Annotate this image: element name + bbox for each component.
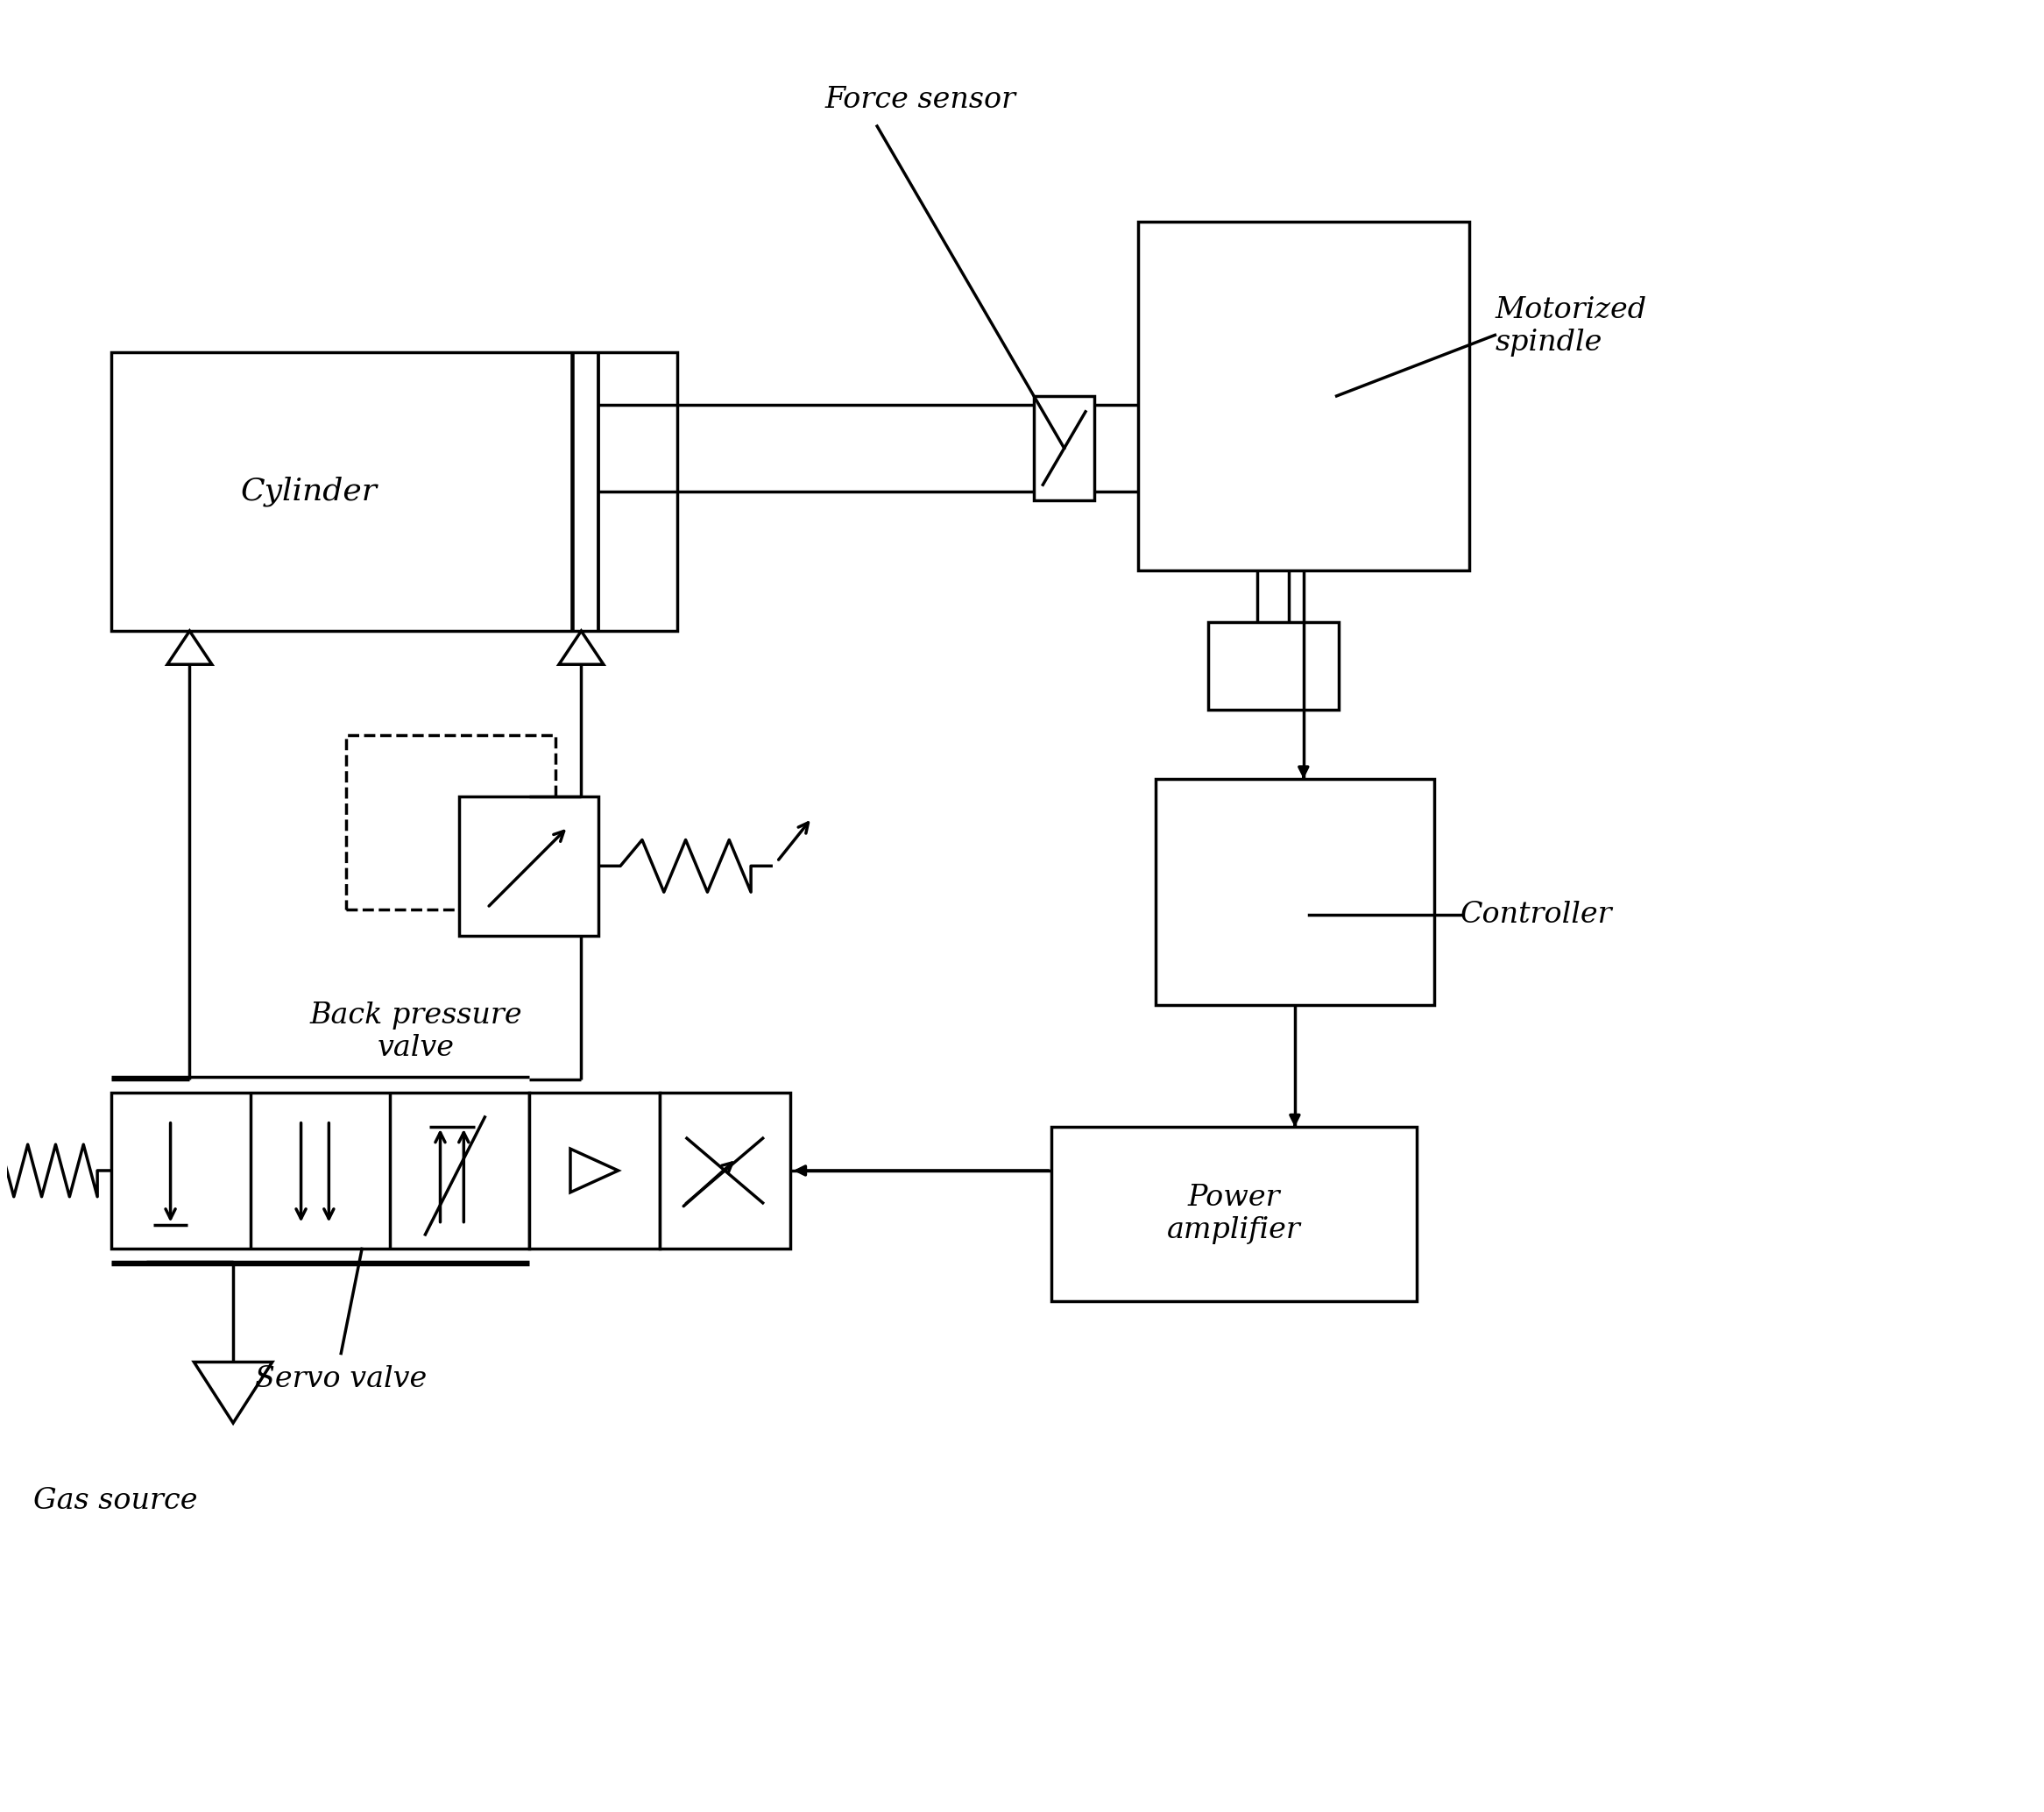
FancyBboxPatch shape (660, 1093, 791, 1248)
Text: Power
amplifier: Power amplifier (1167, 1183, 1300, 1245)
FancyBboxPatch shape (110, 1093, 529, 1248)
Text: Back pressure
valve: Back pressure valve (309, 1000, 521, 1062)
Text: Force sensor: Force sensor (826, 85, 1016, 114)
FancyBboxPatch shape (110, 353, 677, 631)
FancyBboxPatch shape (1208, 622, 1339, 708)
Text: Controller: Controller (1459, 901, 1613, 930)
Text: Gas source: Gas source (33, 1488, 196, 1515)
FancyBboxPatch shape (1139, 221, 1470, 571)
FancyBboxPatch shape (529, 1093, 660, 1248)
Text: Servo valve: Servo valve (256, 1366, 427, 1393)
FancyBboxPatch shape (460, 795, 599, 935)
FancyBboxPatch shape (1051, 1127, 1416, 1301)
FancyBboxPatch shape (345, 736, 556, 910)
FancyBboxPatch shape (1155, 779, 1435, 1006)
Text: Motorized
spindle: Motorized spindle (1494, 295, 1647, 357)
FancyBboxPatch shape (1034, 397, 1096, 500)
Text: Cylinder: Cylinder (241, 477, 378, 507)
